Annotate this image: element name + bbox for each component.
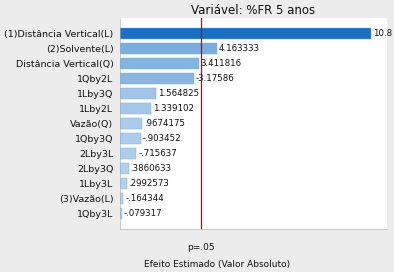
Bar bbox=[120, 43, 217, 54]
Bar bbox=[120, 148, 136, 159]
Text: 10.8: 10.8 bbox=[373, 29, 392, 38]
Bar bbox=[120, 73, 193, 84]
Text: .3860633: .3860633 bbox=[130, 164, 172, 173]
Text: 3.411816: 3.411816 bbox=[201, 59, 242, 68]
Bar bbox=[120, 103, 151, 114]
Bar bbox=[120, 193, 123, 204]
Text: -.715637: -.715637 bbox=[138, 149, 177, 158]
Text: -3.17586: -3.17586 bbox=[195, 74, 234, 83]
Text: 1.339102: 1.339102 bbox=[153, 104, 194, 113]
Bar bbox=[120, 88, 156, 99]
Text: .9674175: .9674175 bbox=[144, 119, 185, 128]
Text: 1.564825: 1.564825 bbox=[158, 89, 199, 98]
Text: -.079317: -.079317 bbox=[123, 209, 162, 218]
Bar bbox=[120, 208, 121, 219]
Text: Efeito Estimado (Valor Absoluto): Efeito Estimado (Valor Absoluto) bbox=[144, 260, 290, 269]
Bar bbox=[120, 28, 371, 39]
Bar bbox=[120, 58, 199, 69]
Bar bbox=[120, 118, 142, 129]
Bar bbox=[120, 133, 141, 144]
Text: -.903452: -.903452 bbox=[143, 134, 181, 143]
Text: 4.163333: 4.163333 bbox=[218, 44, 260, 53]
Bar bbox=[120, 163, 129, 174]
Text: -.164344: -.164344 bbox=[125, 194, 164, 203]
Bar bbox=[120, 178, 126, 189]
Text: p=.05: p=.05 bbox=[187, 243, 215, 252]
Title: Variável: %FR 5 anos: Variável: %FR 5 anos bbox=[191, 4, 316, 17]
Text: .2992573: .2992573 bbox=[128, 179, 169, 188]
